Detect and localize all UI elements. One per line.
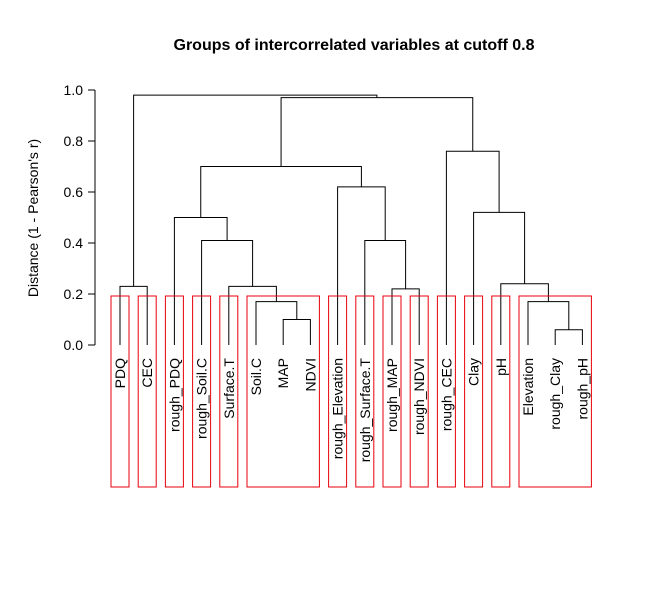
dendrogram-merge-link: [228, 285, 277, 345]
leaf-labels: PDQ CEC rough_PDQ rough_Soil.C Surface.T Soil…: [112, 358, 590, 463]
y-tick-label: 0.0: [64, 337, 84, 353]
dendrogram-merge-link: [173, 217, 228, 345]
leaf-label: PDQ: [112, 358, 128, 388]
leaf-label: rough_pH: [574, 358, 590, 420]
leaf-label: rough_Elevation: [330, 358, 346, 459]
leaf-label: Elevation: [520, 358, 536, 416]
leaf-label: Soil.C: [248, 358, 264, 395]
cluster-group-box: [246, 295, 320, 488]
cluster-group-box: [491, 295, 511, 488]
leaf-label: rough_Surface.T: [357, 358, 373, 463]
leaf-label: rough_PDQ: [166, 358, 182, 432]
dendrogram-merge-link: [337, 186, 386, 345]
chart-title: Groups of intercorrelated variables at c…: [174, 37, 535, 54]
leaf-label: pH: [493, 358, 509, 376]
dendrogram-merge-link: [280, 97, 474, 167]
dendrogram-merge-link: [119, 285, 148, 345]
dendrogram-merge-link: [473, 211, 526, 345]
cluster-group-box: [355, 295, 375, 488]
cluster-group-box: [192, 295, 212, 488]
y-tick-label: 1.0: [64, 82, 84, 98]
cluster-group-box: [110, 295, 130, 488]
dendrogram-merge-link: [445, 150, 500, 345]
leaf-label: Surface.T: [221, 358, 237, 419]
leaf-label: rough_MAP: [384, 358, 400, 432]
leaf-label: Clay: [466, 358, 482, 386]
cluster-group-box: [409, 295, 429, 488]
dendrogram-merge-link: [133, 94, 378, 287]
dendrogram-merge-link: [364, 239, 407, 345]
y-tick-label: 0.8: [64, 133, 84, 149]
leaf-label: NDVI: [302, 358, 318, 391]
dendrogram-merge-link: [282, 319, 311, 345]
dendrogram-merge-link: [391, 288, 420, 345]
y-tick-label: 0.4: [64, 235, 84, 251]
y-axis: 0.0 0.2 0.4 0.6 0.8 1.0: [64, 82, 96, 353]
y-axis-label: Distance (1 - Pearson's r): [25, 139, 41, 297]
dendrogram-merge-link: [255, 301, 298, 345]
cluster-group-box: [382, 295, 402, 488]
y-tick-label: 0.2: [64, 286, 84, 302]
dendrogram-merge-link: [527, 301, 570, 345]
dendrogram-merge-link: [554, 329, 583, 345]
cluster-group-box: [436, 295, 456, 488]
leaf-label: rough_Soil.C: [194, 358, 210, 439]
cluster-group-box: [518, 295, 592, 488]
leaf-label: rough_NDVI: [411, 358, 427, 435]
leaf-label: CEC: [139, 358, 155, 388]
cluster-group-boxes: [110, 295, 592, 488]
dendrogram-merge-link: [500, 283, 549, 345]
cluster-group-box: [137, 295, 157, 488]
cluster-group-box: [328, 295, 348, 488]
dendrogram-links: [119, 94, 583, 345]
leaf-label: rough_CEC: [438, 358, 454, 431]
cluster-group-box: [464, 295, 484, 488]
cluster-group-box: [164, 295, 184, 488]
y-tick-label: 0.6: [64, 184, 84, 200]
leaf-label: MAP: [275, 358, 291, 388]
dendrogram-merge-link: [201, 239, 254, 345]
leaf-label: rough_Clay: [547, 358, 563, 430]
cluster-group-box: [219, 295, 239, 488]
